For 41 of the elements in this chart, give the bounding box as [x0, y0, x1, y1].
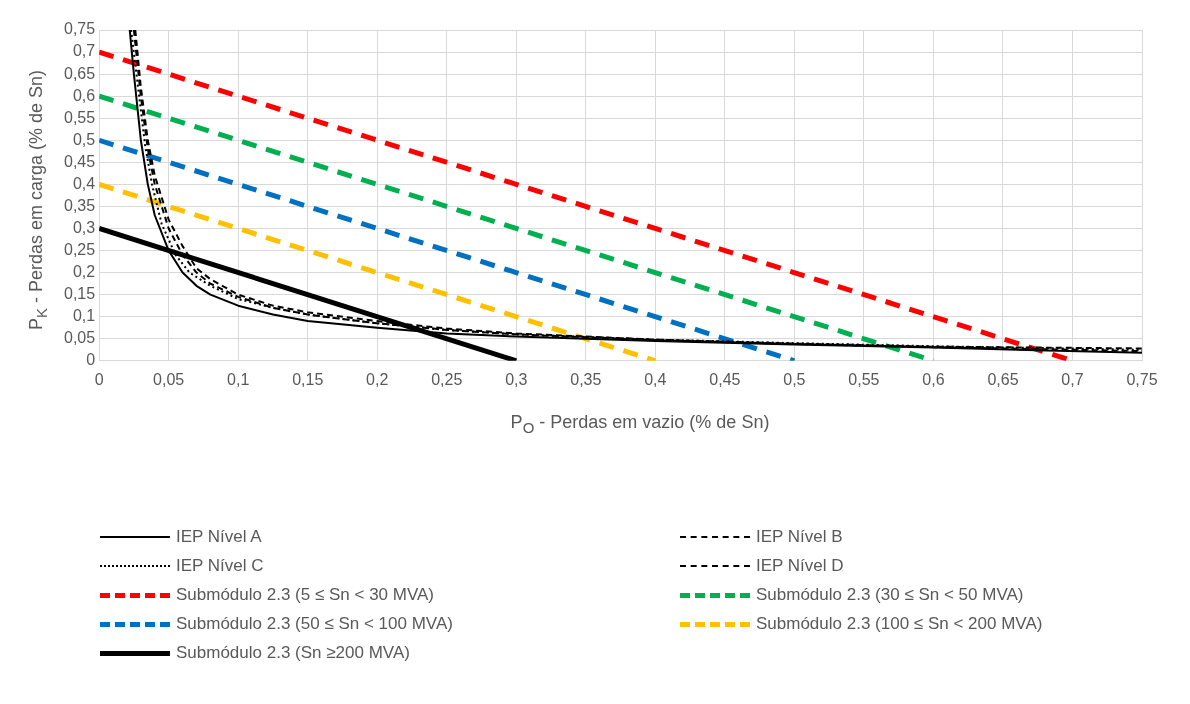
y-tick-label: 0,6	[72, 86, 96, 104]
x-tick-label: 0,25	[431, 370, 463, 388]
x-tick-label: 0,75	[1126, 370, 1158, 388]
x-tick-label: 0,2	[366, 370, 389, 388]
x-tick-label: 0,5	[783, 370, 806, 388]
y-tick-label: 0,45	[64, 152, 96, 170]
x-tick-label: 0,3	[505, 370, 528, 388]
y-tick-label: 0,7	[72, 42, 96, 60]
legend-label: Submódulo 2.3 (Sn ≥200 MVA)	[176, 643, 410, 663]
x-tick-label: 0,05	[153, 370, 185, 388]
y-tick-label: 0,25	[64, 240, 96, 258]
y-tick-label: 0,5	[72, 130, 96, 148]
legend-label: IEP Nível A	[176, 527, 262, 547]
y-tick-label: 0	[86, 351, 96, 369]
x-tick-label: 0,7	[1061, 370, 1084, 388]
y-tick-label: 0,3	[72, 218, 96, 236]
y-tick-label: 0,05	[64, 329, 96, 347]
x-tick-label: 0,65	[987, 370, 1019, 388]
legend-label: IEP Nível B	[756, 527, 843, 547]
y-tick-label: 0,75	[64, 20, 96, 38]
legend-label: Submódulo 2.3 (50 ≤ Sn < 100 MVA)	[176, 614, 453, 634]
legend-label: IEP Nível C	[176, 556, 264, 576]
x-tick-label: 0,55	[848, 370, 880, 388]
legend-label: IEP Nível D	[756, 556, 844, 576]
y-tick-label: 0,65	[64, 64, 96, 82]
y-tick-label: 0,4	[72, 174, 96, 192]
x-tick-label: 0,45	[709, 370, 741, 388]
x-tick-label: 0,15	[292, 370, 324, 388]
x-tick-label: 0,6	[922, 370, 945, 388]
y-tick-label: 0,15	[64, 285, 96, 303]
y-tick-label: 0,55	[64, 108, 96, 126]
y-tick-label: 0,35	[64, 196, 96, 214]
y-tick-label: 0,1	[72, 307, 96, 325]
x-tick-label: 0,1	[227, 370, 250, 388]
x-tick-label: 0,35	[570, 370, 602, 388]
x-tick-label: 0,4	[644, 370, 667, 388]
legend-label: Submódulo 2.3 (100 ≤ Sn < 200 MVA)	[756, 614, 1043, 634]
y-tick-label: 0,2	[72, 262, 96, 280]
legend-label: Submódulo 2.3 (5 ≤ Sn < 30 MVA)	[176, 585, 435, 605]
x-axis-title: P$_{O}$ - Perdas em vazio (% de Sn)	[510, 412, 770, 436]
legend-label: Submódulo 2.3 (30 ≤ Sn < 50 MVA)	[756, 585, 1024, 605]
